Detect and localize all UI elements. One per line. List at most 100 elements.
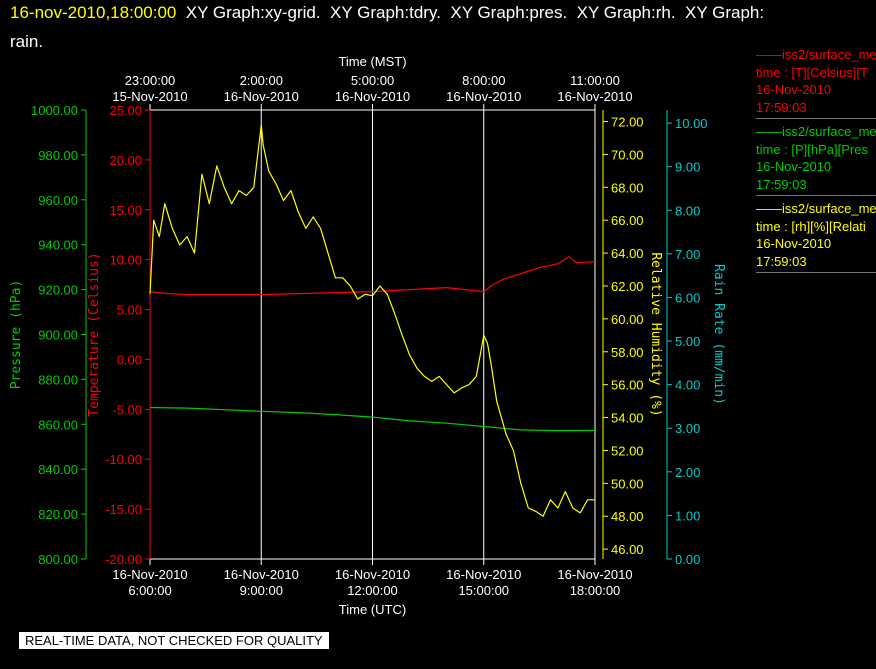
temperature-tick-label: -10.00 <box>105 452 142 467</box>
quality-warning-label: REAL-TIME DATA, NOT CHECKED FOR QUALITY <box>19 632 329 649</box>
header-line-2: rain. <box>10 32 44 51</box>
rain-axis-title: Rain Rate (mm/min) <box>711 264 726 405</box>
x-top-tick-label-date: 16-Nov-2010 <box>557 89 632 104</box>
legend-variable: time : [rh][%][Relati <box>756 218 866 234</box>
pressure-axis-title: Pressure (hPa) <box>9 280 24 390</box>
humidity-tick-label: 58.00 <box>611 345 644 360</box>
pressure-tick-label: 880.00 <box>38 372 78 387</box>
rain-tick-label: 5.00 <box>675 334 700 349</box>
x-tick-label-time: 6:00:00 <box>128 583 171 598</box>
humidity-tick-label: 48.00 <box>611 509 644 524</box>
humidity-tick-label: 72.00 <box>611 115 644 130</box>
legend-title: ——iss2/surface_me <box>756 124 876 139</box>
rain-tick-label: 0.00 <box>675 552 700 567</box>
humidity-tick-label: 66.00 <box>611 213 644 228</box>
temperature-axis-title: Temperature (Celsius) <box>87 252 102 416</box>
x-top-tick-label-date: 16-Nov-2010 <box>446 89 521 104</box>
pressure-tick-label: 840.00 <box>38 462 78 477</box>
rain-tick-label: 3.00 <box>675 421 700 436</box>
rain-tick-label: 9.00 <box>675 160 700 175</box>
legend-date: 16-Nov-2010 <box>756 159 832 174</box>
pressure-series-line <box>149 406 596 432</box>
rain-tick-label: 10.00 <box>675 116 708 131</box>
humidity-tick-label: 52.00 <box>611 443 644 458</box>
legend-entry-humidity: ——iss2/surface_me time : [rh][%][Relati … <box>756 200 876 273</box>
x-top-axis-title: Time (MST) <box>338 54 406 69</box>
x-top-tick-label-time: 5:00:00 <box>351 73 394 88</box>
pressure-tick-label: 940.00 <box>38 238 78 253</box>
x-tick-label-time: 9:00:00 <box>240 583 283 598</box>
legend-swatch: —— <box>756 201 782 216</box>
humidity-tick-label: 54.00 <box>611 411 644 426</box>
temperature-tick-label: -5.00 <box>112 402 142 417</box>
temperature-tick-label: 0.00 <box>117 352 142 367</box>
legend-variable: time : [T][Celsius][T <box>756 64 868 80</box>
legend-swatch: —— <box>756 47 782 62</box>
legend: ——iss2/surface_me time : [T][Celsius][T … <box>756 46 876 277</box>
humidity-tick-label: 50.00 <box>611 476 644 491</box>
x-tick-label-time: 15:00:00 <box>458 583 509 598</box>
temperature-tick-label: 10.00 <box>109 253 142 268</box>
temperature-tick-label: 20.00 <box>109 153 142 168</box>
temperature-tick-label: 25.00 <box>109 103 142 118</box>
humidity-axis-title: Relative Humidity (%) <box>648 252 663 416</box>
header-line-1: 16-nov-2010,18:00:00 XY Graph:xy-grid. X… <box>10 3 764 23</box>
humidity-tick-label: 62.00 <box>611 279 644 294</box>
temperature-tick-label: -20.00 <box>105 552 142 567</box>
x-top-tick-label-time: 8:00:00 <box>462 73 505 88</box>
pressure-tick-label: 860.00 <box>38 417 78 432</box>
legend-title: ——iss2/surface_me <box>756 47 876 62</box>
rain-tick-label: 8.00 <box>675 203 700 218</box>
pressure-tick-label: 920.00 <box>38 283 78 298</box>
x-top-tick-label-time: 23:00:00 <box>125 73 176 88</box>
legend-entry-pressure: ——iss2/surface_me time : [P][hPa][Pres 1… <box>756 123 876 196</box>
pressure-tick-label: 980.00 <box>38 148 78 163</box>
humidity-tick-label: 46.00 <box>611 542 644 557</box>
rain-tick-label: 2.00 <box>675 465 700 480</box>
pressure-tick-label: 1000.00 <box>31 103 78 118</box>
legend-time: 17:59:03 <box>756 253 807 269</box>
legend-variable: time : [P][hPa][Pres <box>756 141 868 157</box>
x-tick-label-date: 16-Nov-2010 <box>557 567 632 582</box>
temperature-tick-label: -15.00 <box>105 502 142 517</box>
legend-date: 16-Nov-2010 <box>756 236 832 251</box>
header-graph-list: XY Graph:xy-grid. XY Graph:tdry. XY Grap… <box>176 3 765 22</box>
x-top-tick-label-date: 16-Nov-2010 <box>224 89 299 104</box>
temperature-series-line <box>149 256 596 296</box>
rain-tick-label: 4.00 <box>675 378 700 393</box>
header-timestamp: 16-nov-2010,18:00:00 <box>10 3 177 22</box>
humidity-series-line <box>149 124 595 517</box>
temperature-tick-label: 5.00 <box>117 303 142 318</box>
humidity-tick-label: 60.00 <box>611 312 644 327</box>
pressure-tick-label: 960.00 <box>38 193 78 208</box>
x-tick-label-time: 12:00:00 <box>347 583 398 598</box>
humidity-tick-label: 56.00 <box>611 378 644 393</box>
x-top-tick-label-date: 15-Nov-2010 <box>112 89 187 104</box>
rain-tick-label: 6.00 <box>675 290 700 305</box>
temperature-tick-label: 15.00 <box>109 203 142 218</box>
x-top-tick-label-time: 2:00:00 <box>240 73 283 88</box>
x-tick-label-time: 18:00:00 <box>570 583 621 598</box>
x-tick-label-date: 16-Nov-2010 <box>446 567 521 582</box>
legend-time: 17:59:03 <box>756 176 807 192</box>
pressure-tick-label: 900.00 <box>38 328 78 343</box>
x-tick-label-date: 16-Nov-2010 <box>224 567 299 582</box>
humidity-tick-label: 64.00 <box>611 246 644 261</box>
humidity-tick-label: 70.00 <box>611 147 644 162</box>
x-axis-title: Time (UTC) <box>339 602 406 617</box>
x-tick-label-date: 16-Nov-2010 <box>112 567 187 582</box>
legend-time: 17:59:03 <box>756 99 807 115</box>
pressure-tick-label: 820.00 <box>38 507 78 522</box>
legend-entry-temperature: ——iss2/surface_me time : [T][Celsius][T … <box>756 46 876 119</box>
x-top-tick-label-time: 11:00:00 <box>570 73 620 88</box>
legend-title: ——iss2/surface_me <box>756 201 876 216</box>
humidity-tick-label: 68.00 <box>611 180 644 195</box>
rain-tick-label: 7.00 <box>675 247 700 262</box>
x-tick-label-date: 16-Nov-2010 <box>335 567 410 582</box>
x-top-tick-label-date: 16-Nov-2010 <box>335 89 410 104</box>
pressure-tick-label: 800.00 <box>38 552 78 567</box>
rain-tick-label: 1.00 <box>675 508 700 523</box>
legend-swatch: —— <box>756 124 782 139</box>
legend-date: 16-Nov-2010 <box>756 82 832 97</box>
